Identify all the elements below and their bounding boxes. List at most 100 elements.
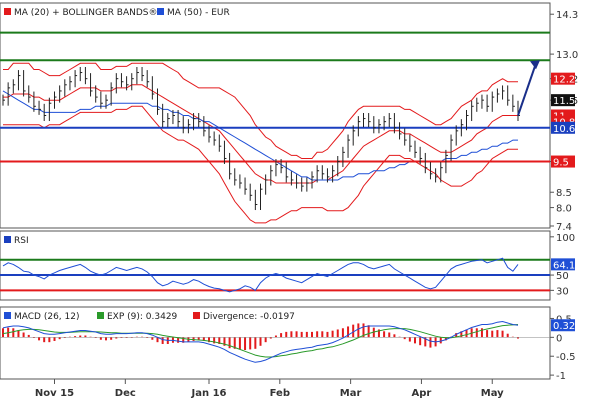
divergence-bar-40 bbox=[208, 337, 210, 343]
divergence-bar-63 bbox=[326, 331, 329, 338]
rsi-legend-swatch bbox=[4, 236, 11, 243]
x-tick-label-2: Jan 16 bbox=[191, 388, 227, 399]
divergence-bar-82 bbox=[424, 337, 427, 347]
divergence-bar-30 bbox=[156, 337, 159, 343]
price-tag-0-bg bbox=[551, 72, 575, 85]
divergence-bar-69 bbox=[357, 323, 360, 338]
rsi-series bbox=[2, 257, 519, 293]
x-tick-label-6: May bbox=[481, 388, 504, 399]
divergence-bar-71 bbox=[367, 325, 370, 338]
rsi-y-tick-label-0: 100 bbox=[556, 233, 575, 244]
rsi-y-tick-label-2: 30 bbox=[556, 286, 569, 297]
price-legend: MA (20) + BOLLINGER BANDS® MA (50) - EUR bbox=[4, 8, 230, 18]
divergence-bar-86 bbox=[444, 337, 447, 341]
divergence-bar-61 bbox=[316, 331, 319, 338]
divergence-bar-70 bbox=[362, 323, 365, 338]
divergence-bar-8 bbox=[43, 337, 46, 343]
legend-swatch-ma20 bbox=[4, 8, 11, 15]
divergence-bar-18 bbox=[94, 337, 97, 338]
divergence-bar-50 bbox=[259, 337, 262, 346]
macd-y-tick-label-2: -0.5 bbox=[556, 352, 576, 363]
divergence-bar-24 bbox=[125, 337, 128, 338]
rsi-last-tag: 64.12 bbox=[553, 260, 582, 271]
divergence-bar-0 bbox=[2, 328, 4, 338]
divergence-bar-16 bbox=[84, 335, 87, 338]
divergence-bar-11 bbox=[58, 337, 61, 340]
divergence-bar-48 bbox=[249, 337, 252, 350]
macd-lines bbox=[2, 320, 519, 363]
divergence-bar-39 bbox=[202, 337, 205, 341]
macd-panel: MACD (26, 12) EXP (9): 0.3429 Divergence… bbox=[0, 306, 576, 382]
x-tick-label-3: Feb bbox=[270, 388, 290, 399]
price-tag-4-bg bbox=[551, 121, 575, 134]
divergence-bar-89 bbox=[460, 331, 463, 338]
price-tag-1: 11.5 bbox=[553, 96, 575, 107]
price-bars bbox=[2, 67, 520, 211]
divergence-bar-31 bbox=[161, 337, 164, 344]
divergence-bar-42 bbox=[218, 337, 221, 344]
price-y-tick-label-1: 13.0 bbox=[556, 50, 578, 61]
divergence-bar-4 bbox=[22, 332, 25, 338]
support-resistance-lines bbox=[0, 31, 550, 163]
divergence-bar-15 bbox=[79, 335, 82, 338]
divergence-bar-58 bbox=[300, 331, 303, 338]
price-y-tick-label-7: 7.4 bbox=[556, 222, 572, 233]
divergence-bar-5 bbox=[27, 334, 30, 338]
price-tag-1-bg bbox=[551, 94, 575, 107]
rsi-panel: RSI 100 50 30 64.12 bbox=[0, 230, 582, 301]
bollinger-bands bbox=[3, 62, 518, 224]
divergence-bar-9 bbox=[48, 337, 51, 343]
rsi-title: RSI bbox=[14, 236, 29, 246]
divergence-bar-94 bbox=[486, 330, 489, 338]
divergence-bar-83 bbox=[429, 337, 432, 348]
divergence-bar-17 bbox=[89, 336, 92, 338]
divergence-bar-38 bbox=[197, 337, 200, 341]
legend-swatch-signal bbox=[97, 312, 104, 319]
macd-line bbox=[2, 320, 519, 363]
divergence-bar-34 bbox=[177, 337, 180, 343]
legend-label-macd: MACD (26, 12) bbox=[14, 312, 80, 322]
divergence-bar-35 bbox=[182, 337, 185, 343]
divergence-bar-80 bbox=[414, 337, 416, 344]
forecast-arrow bbox=[517, 60, 540, 116]
divergence-bar-12 bbox=[63, 337, 66, 338]
divergence-bar-19 bbox=[99, 337, 102, 340]
divergence-bar-68 bbox=[352, 324, 355, 338]
divergence-bar-26 bbox=[135, 336, 138, 338]
divergence-bar-79 bbox=[408, 337, 411, 342]
divergence-bar-55 bbox=[285, 331, 288, 338]
legend-label-ma20: MA (20) + BOLLINGER BANDS® bbox=[14, 8, 158, 18]
legend-label-divergence: Divergence: -0.0197 bbox=[203, 312, 295, 322]
forecast-arrow-shaft bbox=[517, 62, 537, 116]
macd-legend: MACD (26, 12) EXP (9): 0.3429 Divergence… bbox=[4, 312, 295, 322]
divergence-bar-88 bbox=[455, 333, 458, 338]
divergence-bar-74 bbox=[383, 331, 386, 338]
divergence-bar-90 bbox=[465, 329, 468, 338]
x-tick-label-1: Dec bbox=[115, 388, 136, 399]
divergence-bar-92 bbox=[475, 328, 478, 338]
divergence-bar-21 bbox=[110, 337, 113, 340]
divergence-bar-60 bbox=[311, 331, 313, 338]
divergence-bar-54 bbox=[280, 333, 283, 338]
rsi-levels bbox=[0, 258, 550, 292]
divergence-bar-7 bbox=[38, 337, 41, 341]
price-y-tick-label-5: 8.5 bbox=[556, 188, 572, 199]
macd-last-tag: 0.32 bbox=[553, 321, 575, 332]
rsi-line bbox=[2, 257, 519, 293]
price-tag-5-bg bbox=[551, 155, 575, 168]
divergence-bar-46 bbox=[238, 337, 241, 350]
divergence-bar-20 bbox=[105, 337, 107, 341]
divergence-bar-76 bbox=[393, 334, 396, 338]
legend-swatch-divergence bbox=[193, 312, 200, 319]
divergence-bar-41 bbox=[213, 337, 216, 344]
divergence-bar-85 bbox=[439, 337, 442, 344]
macd-last-tag-bg bbox=[551, 319, 575, 332]
legend-swatch-ma50 bbox=[157, 8, 164, 15]
divergence-bar-45 bbox=[233, 337, 236, 349]
divergence-bar-27 bbox=[141, 336, 144, 338]
macd-panel-frame bbox=[0, 306, 551, 380]
macd-histogram bbox=[0, 323, 550, 351]
divergence-bar-2 bbox=[12, 328, 15, 338]
price-panel: MA (20) + BOLLINGER BANDS® MA (50) - EUR… bbox=[0, 2, 578, 233]
